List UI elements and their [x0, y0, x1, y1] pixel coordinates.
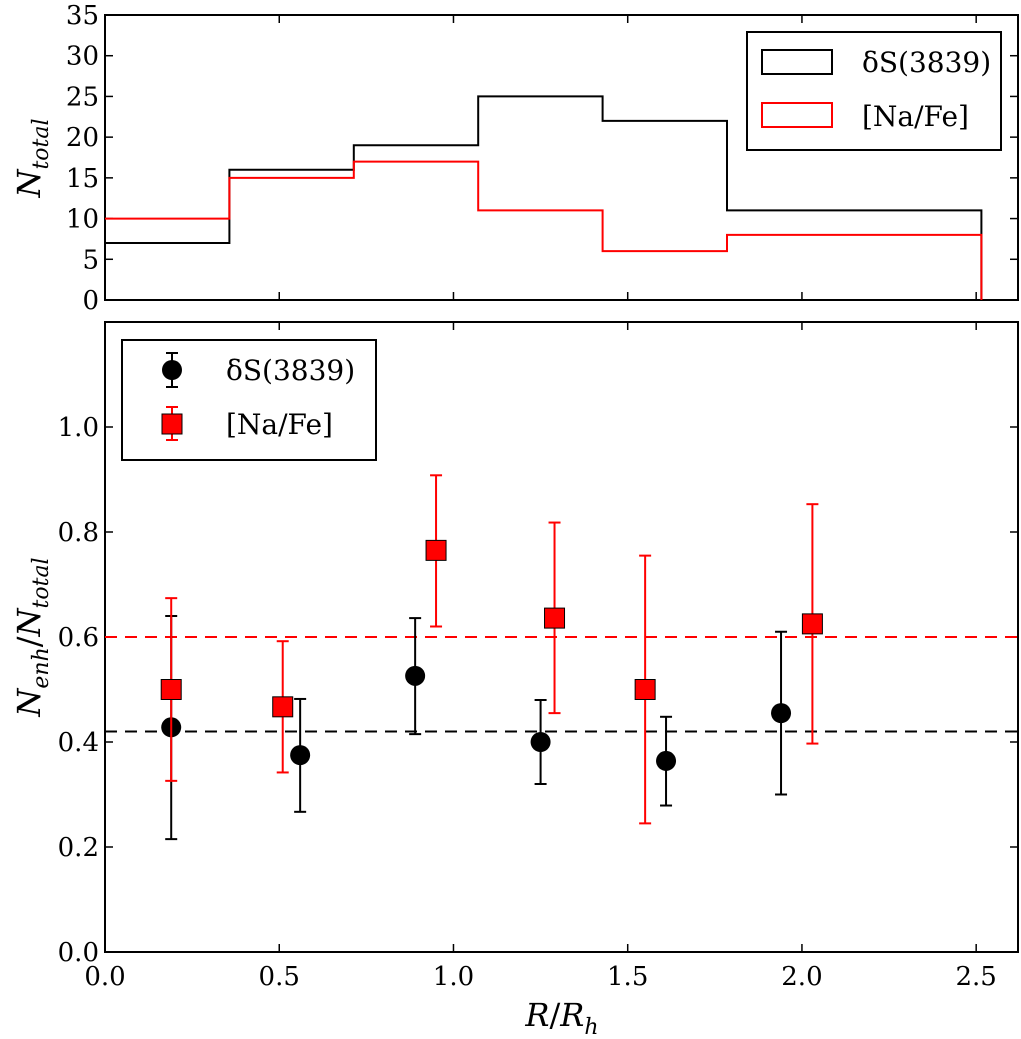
- bottom-ticks: 0.0 0.2 0.4 0.6 0.8 1.0 0.0 0.5 1.0 1.5 2.0 2.5: [58, 322, 1018, 992]
- top-y-axis-label-sub: total: [29, 118, 54, 169]
- data-point-NaFe: [801, 613, 823, 635]
- bottom-x-tick-label: 1.0: [433, 962, 474, 992]
- bottom-legend-marker-dS: [162, 360, 182, 380]
- bottom-y-axis-label-main2: N: [10, 607, 48, 637]
- bottom-x-tick-label: 0.5: [259, 962, 300, 992]
- top-histogram-series-NaFe: [105, 160, 983, 300]
- bottom-reference-lines: [105, 636, 1018, 733]
- top-y-tick-label: 15: [66, 164, 99, 194]
- top-y-tick-label: 30: [66, 42, 99, 72]
- top-legend-swatch-dS: [761, 49, 833, 75]
- top-y-axis-label-main: N: [10, 169, 48, 199]
- bottom-y-axis-label-sub1: enh: [29, 647, 54, 688]
- data-point-dS3839: [656, 750, 677, 771]
- top-y-tick-label: 35: [66, 1, 99, 31]
- top-histogram-steps: [105, 95, 983, 300]
- top-y-axis-label: Ntotal: [10, 118, 54, 198]
- bottom-x-axis-label-main: R: [524, 996, 549, 1034]
- top-y-tick-label: 0: [82, 286, 99, 316]
- top-legend-label-dS: δS(3839): [862, 46, 991, 79]
- data-point-dS3839: [405, 665, 426, 686]
- top-y-tick-label: 10: [66, 205, 99, 235]
- bottom-y-tick-label: 1.0: [58, 413, 99, 443]
- data-point-NaFe: [272, 696, 294, 718]
- bottom-data-points: [160, 474, 823, 841]
- bottom-y-tick-label: 0.4: [58, 728, 99, 758]
- data-point-NaFe: [634, 679, 656, 700]
- bottom-x-tick-label: 1.5: [607, 962, 648, 992]
- bottom-x-tick-label: 0.0: [84, 962, 125, 992]
- bottom-legend-marker-na: [161, 413, 183, 435]
- top-plot-frame: [104, 14, 1019, 301]
- top-y-ticks: 0 5 10 15 20 25 30 35: [66, 1, 1018, 316]
- top-legend-label-na: [Na/Fe]: [862, 100, 969, 133]
- bottom-x-tick-label: 2.5: [956, 962, 997, 992]
- top-y-tick-label: 5: [82, 245, 99, 275]
- data-point-dS3839: [530, 732, 551, 752]
- bottom-y-tick-label: 0.0: [58, 938, 99, 968]
- bottom-legend-label-dS: δS(3839): [226, 354, 355, 387]
- bottom-x-axis-label-slash: /: [550, 996, 561, 1034]
- bottom-x-axis-label-main2: R: [559, 996, 584, 1034]
- bottom-legend-frame: [121, 339, 377, 461]
- bottom-y-tick-label: 0.2: [58, 833, 99, 863]
- bottom-y-axis-label-slash: /: [10, 636, 48, 647]
- top-legend-swatch-na: [761, 102, 833, 128]
- bottom-errorbar-panel: 0.0 0.2 0.4 0.6 0.8 1.0 0.0 0.5 1.0 1.5 2.0 2.5 Nen…: [10, 321, 1019, 1039]
- top-histogram-series-dS3839: [105, 95, 983, 300]
- bottom-legend-label-na: [Na/Fe]: [226, 408, 333, 441]
- bottom-y-tick-label: 0.8: [58, 518, 99, 548]
- bottom-y-tick-label: 0.6: [58, 623, 99, 653]
- data-point-dS3839: [290, 745, 311, 766]
- top-legend-frame: [746, 31, 1002, 151]
- bottom-legend: δS(3839) [Na/Fe]: [121, 339, 377, 461]
- bottom-x-tick-label: 2.0: [781, 962, 822, 992]
- bottom-y-axis-label-sub2: total: [29, 557, 54, 608]
- bottom-x-axis-label-sub: h: [584, 1015, 598, 1039]
- data-point-NaFe: [160, 679, 182, 700]
- data-point-NaFe: [544, 607, 566, 629]
- bottom-y-axis-label-main: N: [10, 688, 48, 718]
- bottom-y-axis-label: Nenh/Ntotal: [10, 557, 54, 717]
- data-point-NaFe: [425, 539, 447, 561]
- data-point-dS3839: [771, 703, 792, 724]
- top-y-tick-label: 25: [66, 82, 99, 112]
- top-histogram-panel: 0 5 10 15 20 25 30 35 Ntotal δS(3839) [Na/Fe]: [10, 1, 1019, 316]
- top-y-tick-label: 20: [66, 123, 99, 153]
- bottom-x-axis-label: R/Rh: [524, 996, 598, 1039]
- top-legend: δS(3839) [Na/Fe]: [746, 31, 1002, 151]
